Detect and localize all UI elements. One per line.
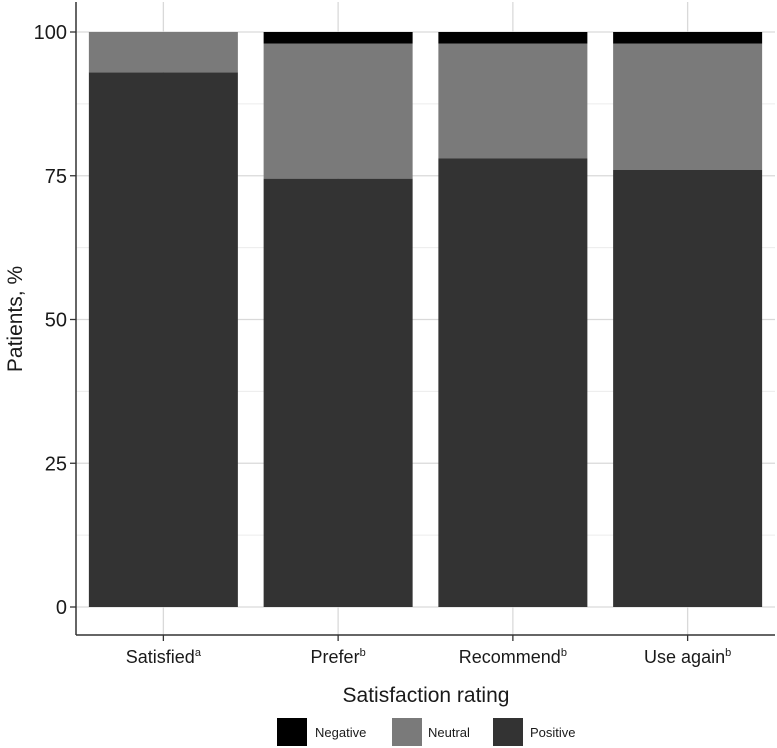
y-tick-label: 50	[45, 310, 67, 332]
legend-swatch-positive	[493, 718, 523, 746]
x-tick-label: Recommendb	[459, 647, 567, 667]
legend-label-neutral: Neutral	[428, 725, 470, 740]
legend: Negative Neutral Positive	[277, 718, 576, 746]
legend-label-positive: Positive	[530, 725, 576, 740]
x-tick-label: Use againb	[644, 647, 731, 667]
legend-swatch-neutral	[392, 718, 422, 746]
bar-negative-use-again	[613, 32, 763, 44]
bar-neutral-use-again	[613, 43, 763, 170]
bar-positive-prefer	[263, 178, 413, 607]
bar-neutral-recommend	[438, 43, 588, 159]
x-axis-title: Satisfaction rating	[343, 684, 510, 707]
bar-negative-prefer	[263, 32, 413, 44]
axes	[75, 2, 775, 636]
y-tick-label: 0	[56, 597, 67, 619]
y-tick-label: 25	[45, 453, 67, 475]
legend-label-negative: Negative	[315, 725, 366, 740]
x-tick-label: Satisfieda	[126, 647, 202, 667]
bar-neutral-satisfied	[88, 32, 238, 73]
y-tick-label: 100	[34, 22, 67, 44]
legend-swatch-negative	[277, 718, 307, 746]
y-axis-title: Patients, %	[4, 266, 27, 372]
bar-neutral-prefer	[263, 43, 413, 179]
bars	[88, 32, 763, 607]
y-tick-labels: 0 25 50 75 100	[34, 22, 76, 619]
bar-positive-use-again	[613, 170, 763, 607]
bar-negative-recommend	[438, 32, 588, 44]
x-tick-label: Preferb	[311, 647, 366, 667]
y-tick-label: 75	[45, 166, 67, 188]
x-tick-labels: Satisfieda Preferb Recommendb Use againb	[126, 635, 731, 667]
bar-positive-recommend	[438, 158, 588, 607]
bar-positive-satisfied	[88, 72, 238, 607]
